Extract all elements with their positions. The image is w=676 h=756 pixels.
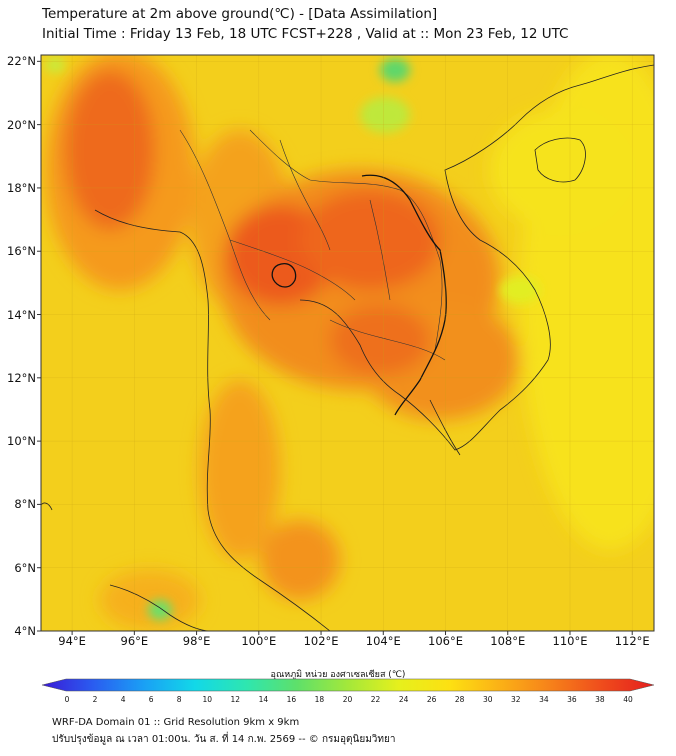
colorbar-title: อุณหภูมิ หน่วย องศาเซลเซียส (℃) [270, 670, 406, 680]
lat-label: 20°N [7, 117, 36, 132]
footer-line-1: WRF-DA Domain 01 :: Grid Resolution 9km … [52, 717, 300, 728]
axis-ticks [37, 60, 633, 635]
lat-label: 18°N [7, 180, 36, 195]
colorbar-tick-label: 16 [286, 695, 297, 704]
map-frame [40, 54, 655, 632]
colorbar-tick-label: 2 [92, 695, 98, 704]
colorbar-tick-label: 0 [64, 695, 70, 704]
colorbar-tick-label: 40 [623, 695, 633, 704]
colorbar-tick-label: 34 [539, 695, 549, 704]
chart-subtitle: Initial Time : Friday 13 Feb, 18 UTC FCS… [42, 26, 569, 42]
lon-label: 94°E [58, 634, 86, 648]
colorbar-tick-label: 36 [567, 695, 577, 704]
footer-line-2: ปรับปรุงข้อมูล ณ เวลา 01:00น. วัน ส. ที่… [52, 734, 396, 745]
colorbar-tick-label: 30 [482, 695, 493, 704]
colorbar-tick-label: 10 [202, 695, 213, 704]
lon-label: 100°E [241, 634, 277, 648]
coastlines [41, 55, 654, 631]
lon-label: 110°E [552, 634, 588, 648]
lon-label: 106°E [428, 634, 463, 648]
colorbar-tick-label: 12 [230, 695, 241, 704]
province-outline [271, 174, 447, 416]
lon-label: 104°E [365, 634, 401, 648]
lat-label: 12°N [7, 370, 36, 385]
colorbar-tick-label: 6 [148, 695, 154, 704]
temperature-field [45, 55, 654, 630]
colorbar-tick-label: 8 [176, 695, 182, 704]
temperature-map [37, 54, 655, 635]
lon-label: 112°E [614, 634, 650, 648]
colorbar-tick-label: 20 [342, 695, 353, 704]
chart-title: Temperature at 2m above ground(℃) - [Dat… [42, 6, 438, 22]
lat-label: 10°N [7, 434, 36, 449]
cool-patches [45, 57, 540, 620]
colorbar-tick-label: 14 [258, 695, 269, 704]
colorbar-tick-label: 38 [595, 695, 605, 704]
colorbar-tick-label: 26 [426, 695, 437, 704]
lat-label: 14°N [7, 307, 36, 322]
lon-label: 102°E [303, 634, 339, 648]
lon-label: 108°E [490, 634, 526, 648]
lon-label: 98°E [182, 634, 211, 648]
lat-label: 4°N [14, 624, 36, 638]
colorbar [41, 678, 655, 692]
lat-label: 8°N [14, 497, 36, 512]
colorbar-tick-label: 4 [120, 695, 126, 704]
lon-label: 96°E [120, 634, 149, 648]
lat-label: 22°N [7, 54, 36, 69]
lat-label: 6°N [14, 560, 36, 575]
colorbar-tick-label: 32 [511, 695, 521, 704]
colorbar-tick-label: 22 [370, 695, 381, 704]
colorbar-tick-label: 28 [454, 695, 465, 704]
colorbar-bar [41, 678, 655, 692]
lat-label: 16°N [7, 244, 36, 259]
gridlines [41, 55, 654, 631]
borders [179, 129, 446, 361]
colorbar-tick-label: 18 [314, 695, 325, 704]
colorbar-tick-label: 24 [398, 695, 409, 704]
